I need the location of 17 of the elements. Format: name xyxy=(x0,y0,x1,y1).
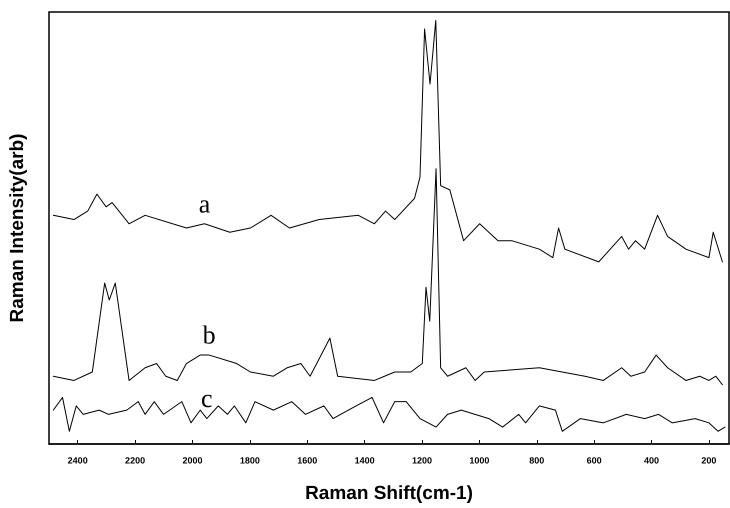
x-axis-title: Raman Shift(cm-1) xyxy=(305,483,473,504)
y-axis-title: Raman Intensity(arb) xyxy=(7,134,28,322)
series-label: a xyxy=(198,189,211,218)
x-tick-label: 1800 xyxy=(240,456,260,466)
x-tick-label: 1400 xyxy=(354,456,375,466)
x-tick-label: 2000 xyxy=(182,456,202,466)
x-tick-label: 2400 xyxy=(68,456,88,466)
x-tick-label: 800 xyxy=(529,456,544,466)
x-tick-label: 200 xyxy=(701,456,716,466)
x-tick-label: 400 xyxy=(644,456,660,466)
x-tick-label: 1000 xyxy=(469,456,490,466)
x-tick-label: 600 xyxy=(586,456,602,466)
x-tick-label: 2200 xyxy=(125,456,146,466)
x-tick-label: 1200 xyxy=(412,456,432,466)
x-tick-label: 1600 xyxy=(297,456,318,466)
series-label: b xyxy=(202,320,216,350)
series-label: c xyxy=(201,384,213,414)
